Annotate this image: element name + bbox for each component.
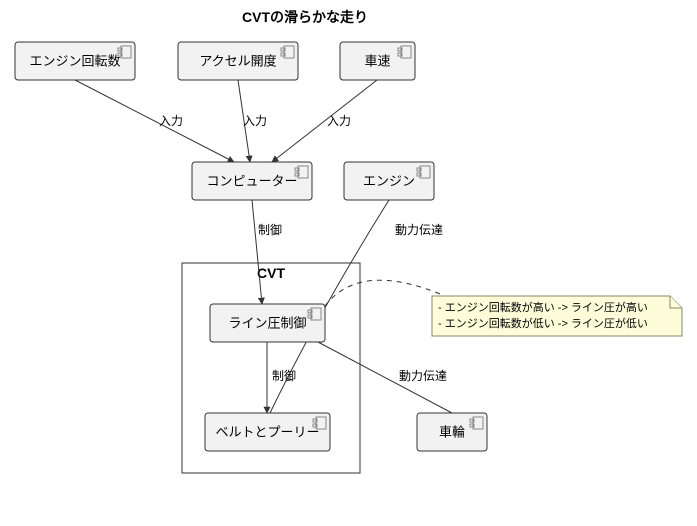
node-label-computer: コンピューター xyxy=(206,173,297,188)
edge-label-speed-computer: 入力 xyxy=(327,114,351,128)
node-computer: コンピューター xyxy=(192,162,312,200)
diagram-title: CVTの滑らかな走り xyxy=(242,9,368,25)
edge-computer-line_press xyxy=(252,200,262,304)
node-accel: アクセル開度 xyxy=(178,42,298,80)
node-speed: 車速 xyxy=(340,42,415,80)
edge-engine_rpm-computer xyxy=(75,80,234,162)
node-label-belt_pulley: ベルトとプーリー xyxy=(215,424,319,439)
node-wheel: 車輪 xyxy=(417,413,487,451)
note-line-0: - エンジン回転数が高い -> ライン圧が高い xyxy=(438,300,648,314)
node-label-line_press: ライン圧制御 xyxy=(228,315,306,330)
edge-label-engine_rpm-computer: 入力 xyxy=(159,114,183,128)
node-line_press: ライン圧制御 xyxy=(210,304,325,342)
node-engine_rpm: エンジン回転数 xyxy=(15,42,135,80)
edge-speed-computer xyxy=(272,80,377,162)
edge-label-engine-belt_pulley: 動力伝達 xyxy=(395,223,443,237)
package-cvt-label: CVT xyxy=(257,265,285,281)
edge-label-accel-computer: 入力 xyxy=(243,114,267,128)
node-engine: エンジン xyxy=(344,162,434,200)
node-label-engine: エンジン xyxy=(363,173,415,188)
note-fold xyxy=(670,296,682,308)
edge-label-belt_pulley-wheel: 動力伝達 xyxy=(399,369,447,383)
note-connector xyxy=(325,280,445,306)
node-label-speed: 車速 xyxy=(364,53,390,68)
node-belt_pulley: ベルトとプーリー xyxy=(205,413,330,451)
edge-label-line_press-belt_pulley: 制御 xyxy=(272,368,296,383)
edge-label-computer-line_press: 制御 xyxy=(258,222,282,237)
node-label-engine_rpm: エンジン回転数 xyxy=(29,53,120,68)
node-label-wheel: 車輪 xyxy=(439,424,465,439)
node-label-accel: アクセル開度 xyxy=(199,53,276,68)
note-line-1: - エンジン回転数が低い -> ライン圧が低い xyxy=(438,316,648,330)
